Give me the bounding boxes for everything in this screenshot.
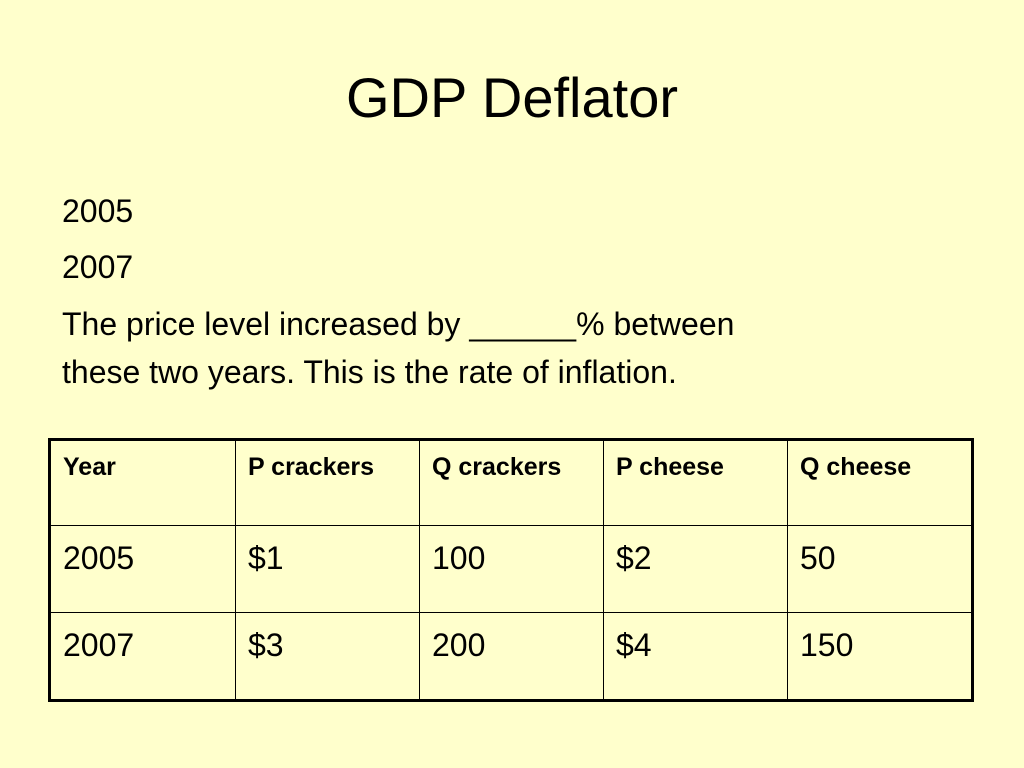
cell-p-cheese: $4: [603, 612, 788, 701]
question-line-1: The price level increased by ______% bet…: [62, 306, 735, 342]
question-line-2: these two years. This is the rate of inf…: [62, 354, 677, 390]
cell-p-crackers: $1: [235, 525, 420, 613]
table-row: 2007 $3 200 $4 150: [49, 612, 973, 701]
cell-year: 2005: [49, 525, 236, 613]
cell-q-crackers: 100: [419, 525, 604, 613]
slide-title: GDP Deflator: [346, 66, 678, 129]
header-q-crackers: Q crackers: [419, 439, 604, 526]
header-p-cheese: P cheese: [603, 439, 788, 526]
year-line-2007: 2007: [62, 249, 134, 285]
table-row: 2005 $1 100 $2 50: [49, 525, 973, 613]
header-p-crackers: P crackers: [235, 439, 420, 526]
inflation-question: The price level increased by ______% bet…: [62, 300, 962, 396]
header-q-cheese: Q cheese: [787, 439, 973, 526]
cell-p-crackers: $3: [235, 612, 420, 701]
cell-year: 2007: [49, 612, 236, 701]
cell-q-cheese: 150: [787, 612, 973, 701]
table-header-row: Year P crackers Q crackers P cheese Q ch…: [49, 439, 973, 526]
header-year: Year: [49, 439, 236, 526]
slide-body: 2005 2007 The price level increased by _…: [62, 188, 962, 396]
cell-q-crackers: 200: [419, 612, 604, 701]
cell-p-cheese: $2: [603, 525, 788, 613]
price-quantity-table-wrapper: Year P crackers Q crackers P cheese Q ch…: [48, 438, 974, 702]
price-quantity-table: Year P crackers Q crackers P cheese Q ch…: [48, 438, 974, 702]
cell-q-cheese: 50: [787, 525, 973, 613]
year-line-2005: 2005: [62, 193, 134, 229]
